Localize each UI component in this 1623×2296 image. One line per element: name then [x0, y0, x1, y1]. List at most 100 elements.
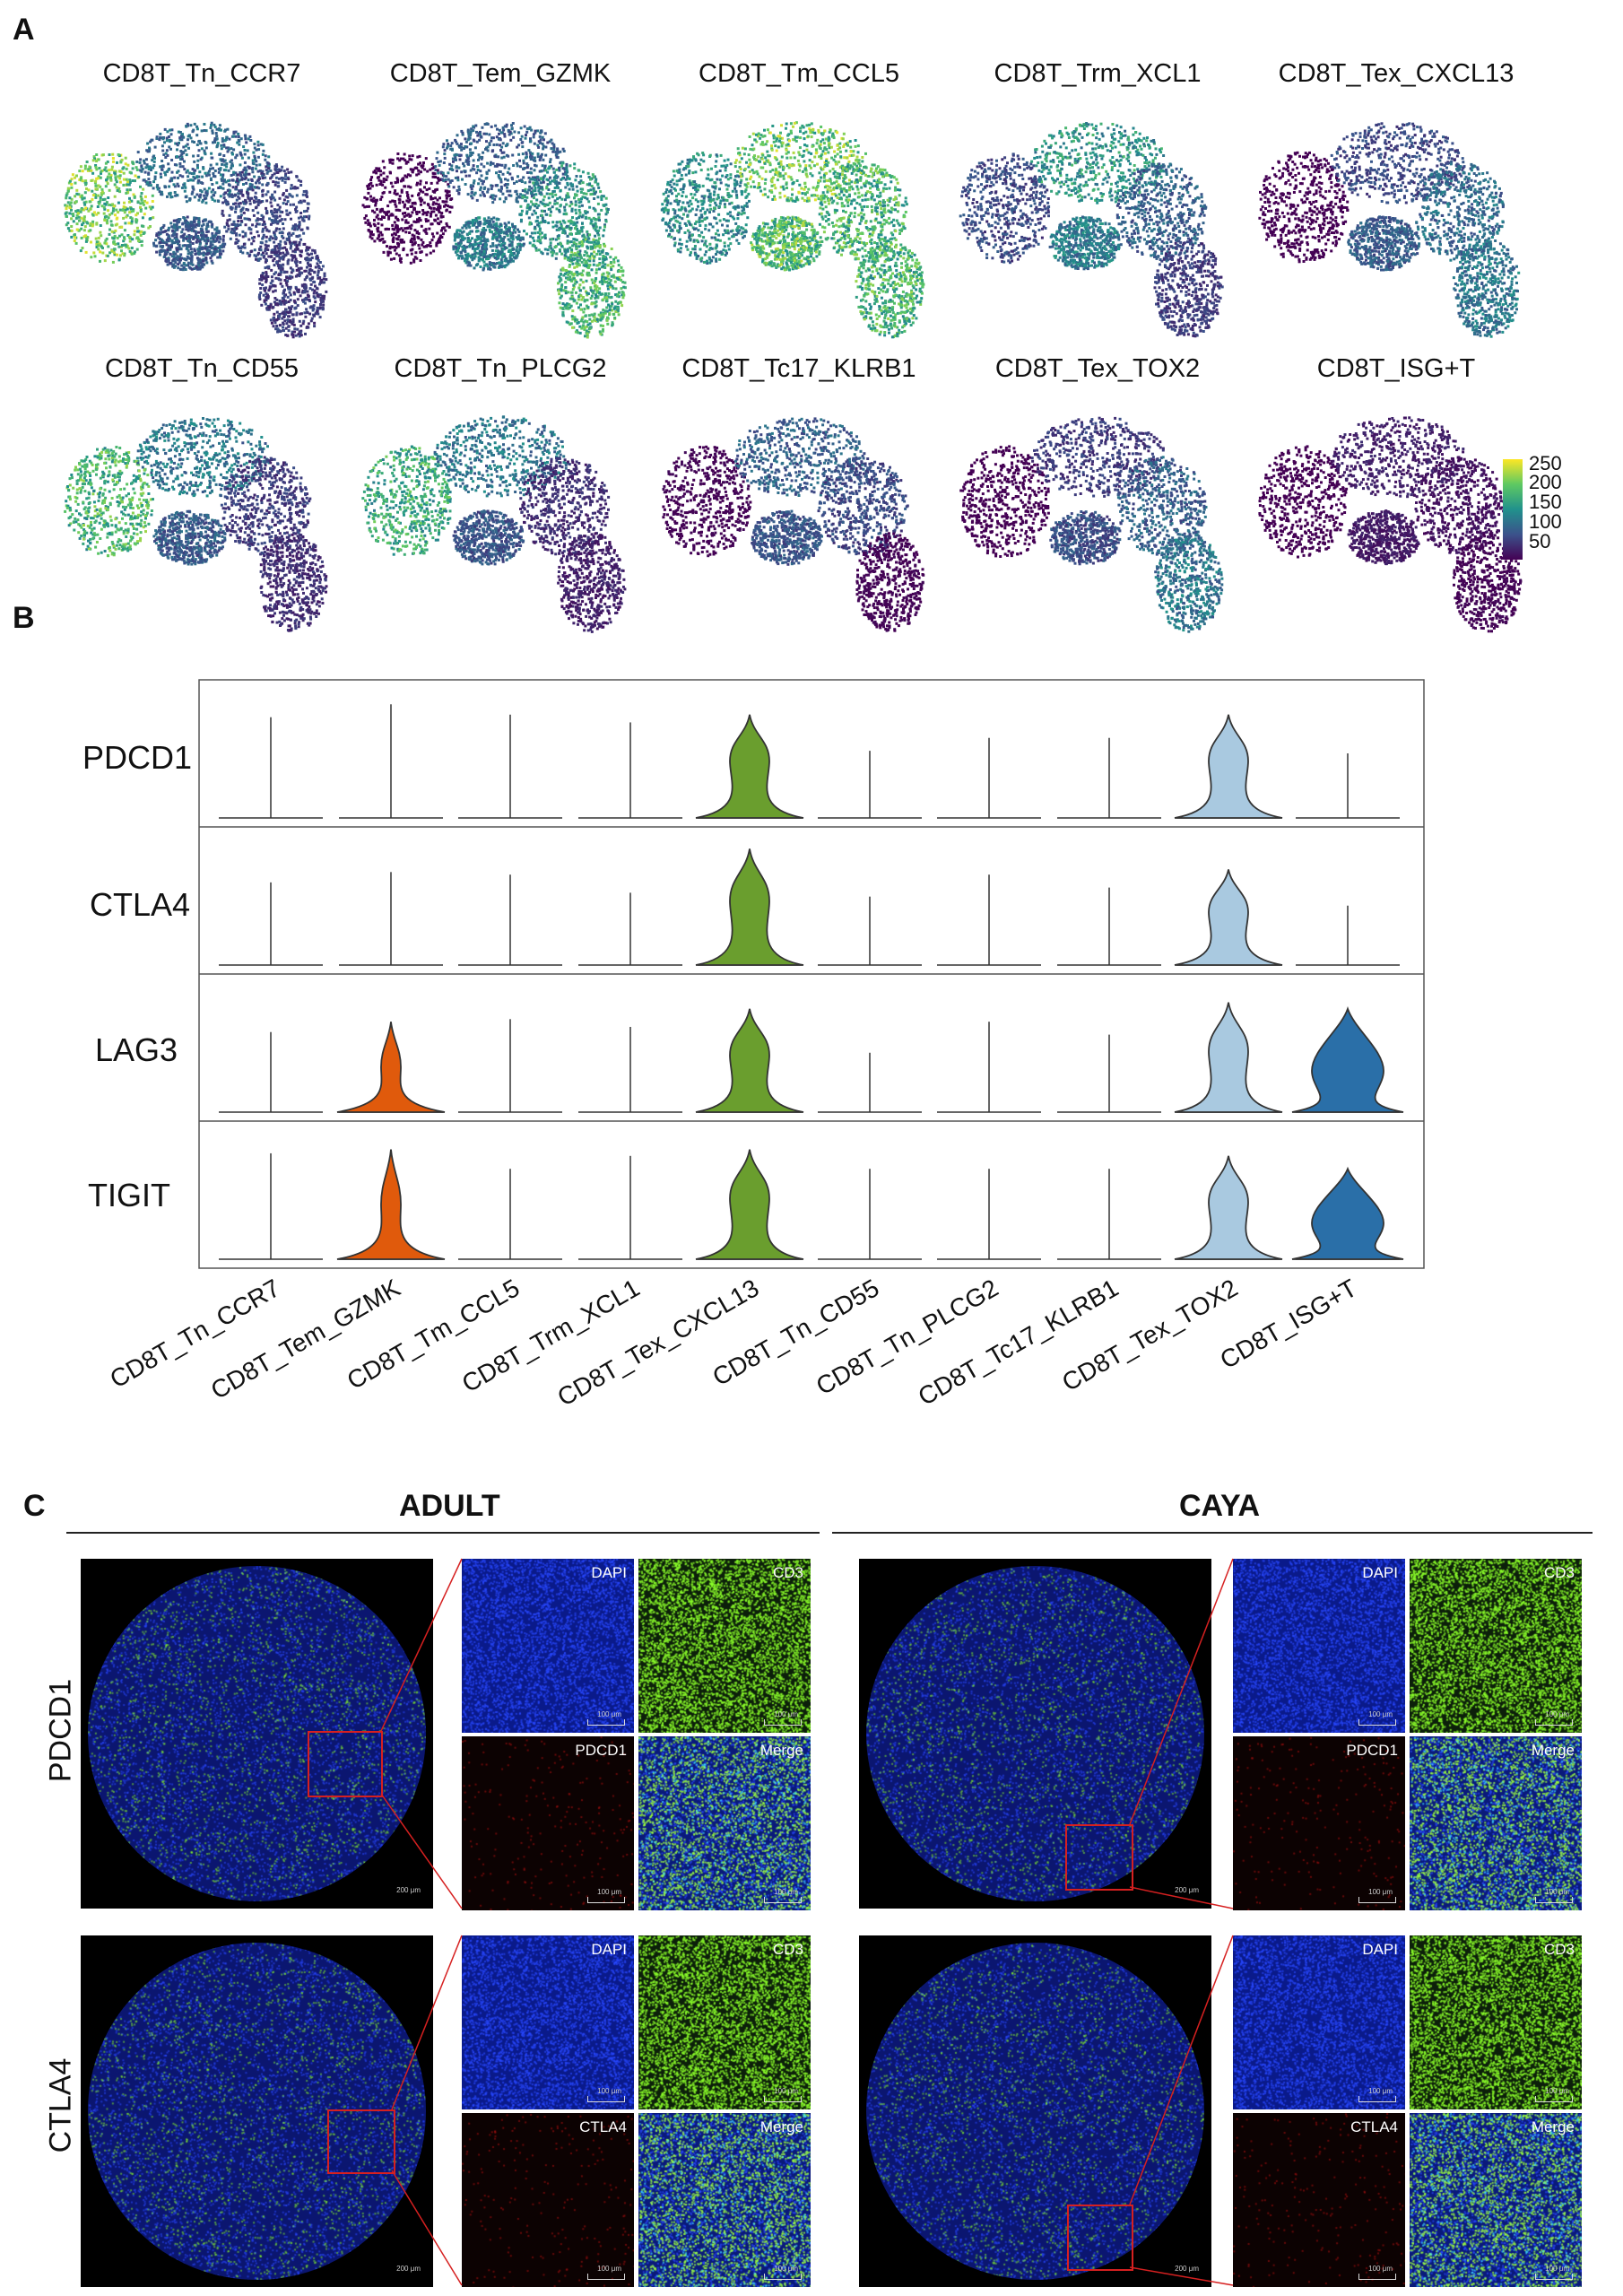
umap-plot-cd8t_tc17_klrb1: [662, 417, 925, 632]
violin-shape: [695, 848, 804, 966]
umap-plot-cd8t_tex_tox2: [959, 416, 1224, 633]
zoom-region-box: [1067, 2205, 1133, 2271]
caya-ctla4-dapi: DAPI 100 μm: [1233, 1935, 1405, 2109]
umap-title-cd8t_tn_cd55: CD8T_Tn_CD55: [54, 354, 350, 384]
umap-plot-cd8t_tn_plcg2: [361, 415, 627, 633]
scale-bar: [1535, 1897, 1573, 1903]
scale-bar-label: 200 μm: [396, 2265, 421, 2273]
channel-label: CTLA4: [579, 2118, 627, 2136]
scale-bar: [1535, 2274, 1573, 2280]
adult-pdcd1-merge: Merge 100 μm: [638, 1736, 811, 1910]
channel-label: DAPI: [591, 1941, 627, 1959]
umap-plot-cd8t_tn_cd55: [64, 417, 328, 632]
panel-a-letter: A: [13, 13, 35, 48]
violin-shape: [695, 714, 804, 819]
channel-label: Merge: [760, 1742, 803, 1760]
scale-bar-label: 100 μm: [597, 1710, 621, 1718]
scale-bar-label: 100 μm: [1368, 1710, 1393, 1718]
channel-label: Merge: [1532, 2118, 1575, 2136]
scale-bar: [1535, 1719, 1573, 1726]
channel-label: PDCD1: [1346, 1742, 1398, 1760]
umap-title-cd8t_tm_ccl5: CD8T_Tm_CCL5: [651, 59, 947, 89]
violin-shape: [336, 1149, 446, 1260]
adult-title: ADULT: [399, 1489, 500, 1524]
umap-title-cd8t_trm_xcl1: CD8T_Trm_XCL1: [950, 59, 1245, 89]
scale-bar-label: 200 μm: [396, 1886, 421, 1894]
channel-label: Merge: [760, 2118, 803, 2136]
scale-bar-label: 100 μm: [1368, 1888, 1393, 1896]
umap-plot-cd8t_isg+t: [1258, 416, 1523, 633]
scale-bar-label: 100 μm: [774, 2265, 798, 2273]
umap-title-cd8t_tn_plcg2: CD8T_Tn_PLCG2: [352, 354, 648, 384]
caya-title: CAYA: [1179, 1489, 1260, 1524]
adult-ctla4-merge: Merge 100 μm: [638, 2113, 811, 2287]
umap-plot-cd8t_tem_gzmk: [361, 122, 627, 339]
violin-shape: [1291, 1006, 1404, 1113]
caya-pdcd1-cd3: CD3 100 μm: [1410, 1559, 1582, 1733]
channel-label: CD3: [773, 1564, 803, 1582]
scale-bar-label: 100 μm: [1368, 2265, 1393, 2273]
caya-pdcd1-overview: 200 μm: [859, 1559, 1211, 1909]
umap-plot-cd8t_tn_ccr7: [64, 121, 328, 339]
panel-c-letter: C: [23, 1489, 46, 1524]
scale-bar-label: 100 μm: [774, 2087, 798, 2095]
violin-shape: [1291, 1166, 1404, 1260]
scale-bar: [1358, 2096, 1396, 2102]
channel-label: DAPI: [1362, 1564, 1398, 1582]
violin-gene-label-lag3: LAG3: [95, 1031, 178, 1069]
scale-bar-label: 100 μm: [774, 1710, 798, 1718]
scale-bar: [587, 1897, 625, 1903]
scale-bar-label: 100 μm: [597, 1888, 621, 1896]
adult-pdcd1-pdcd1: PDCD1 100 μm: [462, 1736, 634, 1910]
scale-bar-label: 200 μm: [1175, 1886, 1199, 1894]
umap-title-cd8t_tex_tox2: CD8T_Tex_TOX2: [950, 354, 1245, 384]
umap-plot-cd8t_trm_xcl1: [959, 122, 1224, 338]
violin-shape: [1174, 1002, 1283, 1113]
violin-plot: [198, 679, 1425, 1269]
violin-gene-label-ctla4: CTLA4: [90, 886, 190, 924]
caya-pdcd1-pdcd1: PDCD1 100 μm: [1233, 1736, 1405, 1910]
umap-title-cd8t_tex_cxcl13: CD8T_Tex_CXCL13: [1248, 59, 1544, 89]
umap-title-cd8t_tn_ccr7: CD8T_Tn_CCR7: [54, 59, 350, 89]
colorbar-tick-200: 200: [1529, 473, 1562, 492]
umap-plot-cd8t_tm_ccl5: [660, 121, 925, 339]
scale-bar-label: 100 μm: [597, 2087, 621, 2095]
scale-bar: [1358, 1897, 1396, 1903]
caya-ctla4-merge: Merge 100 μm: [1410, 2113, 1582, 2287]
umap-title-cd8t_tc17_klrb1: CD8T_Tc17_KLRB1: [651, 354, 947, 384]
colorbar: [1503, 459, 1523, 560]
scale-bar-label: 100 μm: [1545, 2087, 1569, 2095]
caya-ctla4-ctla4: CTLA4 100 μm: [1233, 2113, 1405, 2287]
caya-pdcd1-dapi: DAPI 100 μm: [1233, 1559, 1405, 1733]
adult-pdcd1-dapi: DAPI 100 μm: [462, 1559, 634, 1733]
row-label-pdcd1: PDCD1: [44, 1677, 79, 1785]
violin-shape: [336, 1022, 446, 1113]
scale-bar: [764, 1719, 802, 1726]
scale-bar: [764, 2096, 802, 2102]
caya-pdcd1-merge: Merge 100 μm: [1410, 1736, 1582, 1910]
channel-label: CD3: [1544, 1941, 1575, 1959]
scale-bar-label: 100 μm: [597, 2265, 621, 2273]
scale-bar: [764, 1897, 802, 1903]
umap-plot-cd8t_tex_cxcl13: [1258, 122, 1521, 338]
scale-bar-label: 100 μm: [1545, 1710, 1569, 1718]
channel-label: Merge: [1532, 1742, 1575, 1760]
channel-label: CD3: [1544, 1564, 1575, 1582]
violin-shape: [695, 1008, 804, 1113]
colorbar-tick-100: 100: [1529, 512, 1562, 532]
violin-shape: [1174, 714, 1283, 819]
channel-label: CD3: [773, 1941, 803, 1959]
adult-pdcd1-cd3: CD3 100 μm: [638, 1559, 811, 1733]
violin-gene-label-pdcd1: PDCD1: [82, 739, 192, 777]
umap-title-cd8t_tem_gzmk: CD8T_Tem_GZMK: [352, 59, 648, 89]
row-label-ctla4: CTLA4: [44, 2052, 79, 2160]
channel-label: DAPI: [1362, 1941, 1398, 1959]
scale-bar: [587, 1719, 625, 1726]
caya-ctla4-overview: 200 μm: [859, 1935, 1211, 2287]
violin-shape: [1174, 1155, 1283, 1260]
channel-label: CTLA4: [1350, 2118, 1398, 2136]
adult-rule: [66, 1532, 820, 1534]
scale-bar: [1358, 1719, 1396, 1726]
scale-bar: [1535, 2096, 1573, 2102]
caya-rule: [832, 1532, 1593, 1534]
